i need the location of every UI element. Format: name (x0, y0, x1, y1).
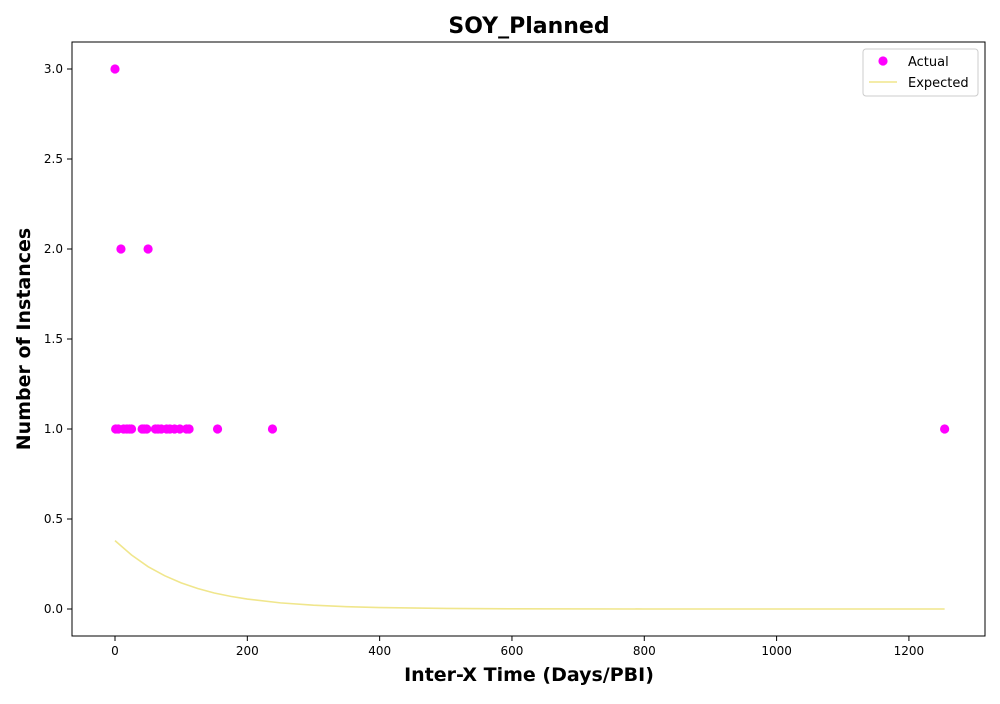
data-point-actual-18 (175, 424, 185, 434)
data-point-actual-22 (267, 424, 278, 434)
chart-title: SOY_Planned (448, 14, 609, 39)
x-tick-label-800: 800 (633, 644, 656, 658)
legend-box (862, 48, 979, 97)
legend-swatch-actual (878, 56, 888, 66)
plot-area: 0 200 400 600 800 1000 1200 0.0 0.5 1.0 1.5 2.0 2.5 3… (44, 41, 986, 658)
data-point-actual-21 (212, 424, 223, 434)
data-point-actual-0 (110, 64, 120, 74)
y-tick-label-1: 1.0 (44, 422, 63, 436)
y-tick-label-3: 3.0 (44, 62, 63, 76)
legend: Actual Expected (862, 48, 979, 97)
data-point-actual-23 (940, 424, 950, 434)
y-tick-label-1.5: 1.5 (44, 332, 63, 346)
x-tick-label-400: 400 (368, 644, 391, 658)
plot-frame (71, 41, 986, 637)
legend-label-actual: Actual (908, 55, 949, 70)
y-tick-label-0.5: 0.5 (44, 512, 63, 526)
x-tick-label-600: 600 (501, 644, 524, 658)
y-tick-label-2.5: 2.5 (44, 152, 63, 166)
y-tick-label-0: 0.0 (44, 602, 63, 616)
data-point-actual-11 (142, 424, 152, 434)
x-tick-label-1200: 1200 (894, 644, 925, 658)
x-axis-label: Inter-X Time (Days/PBI) (404, 664, 654, 686)
data-point-actual-1 (116, 244, 126, 254)
series-line-expected (114, 539, 945, 610)
x-tick-label-0: 0 (111, 644, 119, 658)
data-point-actual-20 (184, 424, 194, 434)
x-tick-label-200: 200 (236, 644, 259, 658)
x-tick-label-1000: 1000 (761, 644, 792, 658)
y-axis-label: Number of Instances (13, 228, 35, 450)
data-point-actual-2 (143, 244, 153, 254)
y-tick-label-2: 2.0 (44, 242, 63, 256)
data-point-actual-8 (126, 424, 137, 434)
legend-label-expected: Expected (908, 76, 969, 91)
